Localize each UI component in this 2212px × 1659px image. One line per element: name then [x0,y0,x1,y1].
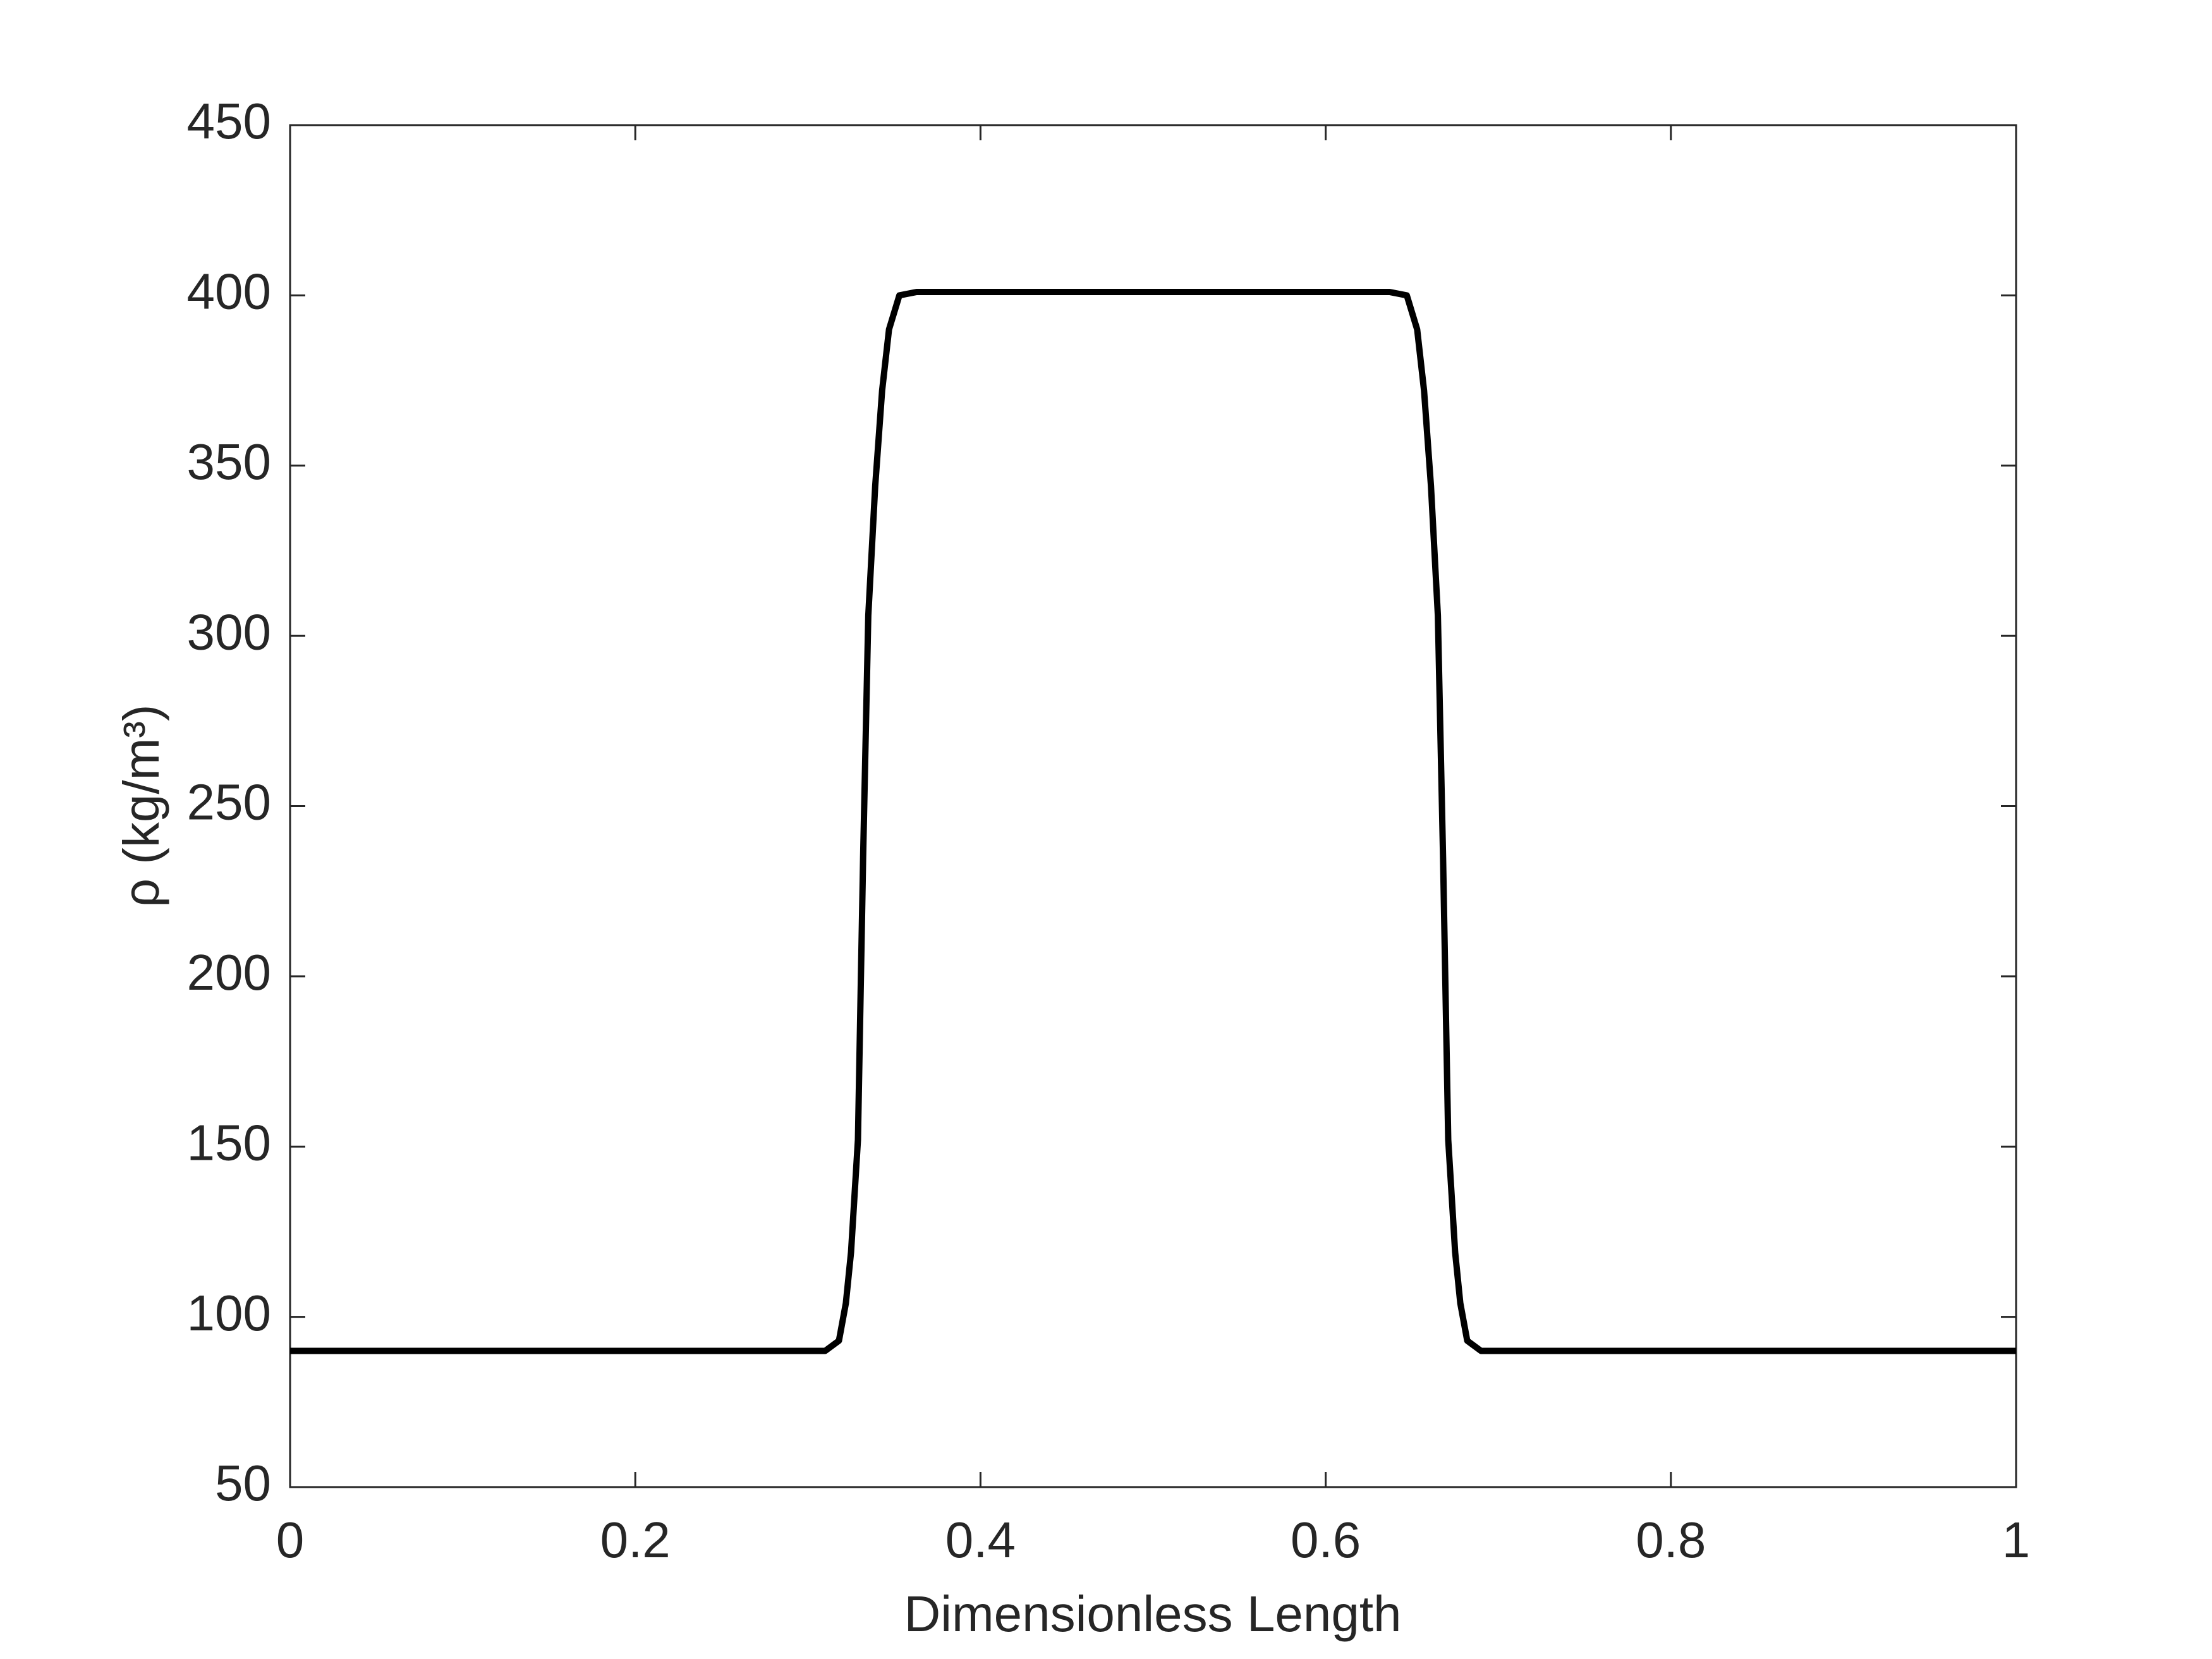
x-tick-label: 0.8 [1636,1512,1706,1568]
x-tick-label: 0.6 [1291,1512,1361,1568]
x-tick-label: 0 [276,1512,305,1568]
x-tick-label: 1 [2002,1512,2031,1568]
y-tick-label: 400 [187,264,271,320]
x-axis-label: Dimensionless Length [904,1586,1401,1642]
y-tick-label: 100 [187,1285,271,1341]
plot-frame [289,124,2017,1488]
y-tick-label: 250 [187,774,271,830]
y-tick-label: 450 [187,93,271,149]
y-tick-label: 200 [187,944,271,1000]
y-axis-label: ρ (kg/m³) [113,704,169,907]
x-tick-label: 0.4 [945,1512,1016,1568]
x-tick-label: 0.2 [600,1512,671,1568]
data-line [290,288,2016,1354]
y-tick-label: 350 [187,434,271,490]
y-tick-label: 300 [187,604,271,660]
y-tick-label: 50 [215,1455,271,1511]
y-tick-label: 150 [187,1114,271,1170]
